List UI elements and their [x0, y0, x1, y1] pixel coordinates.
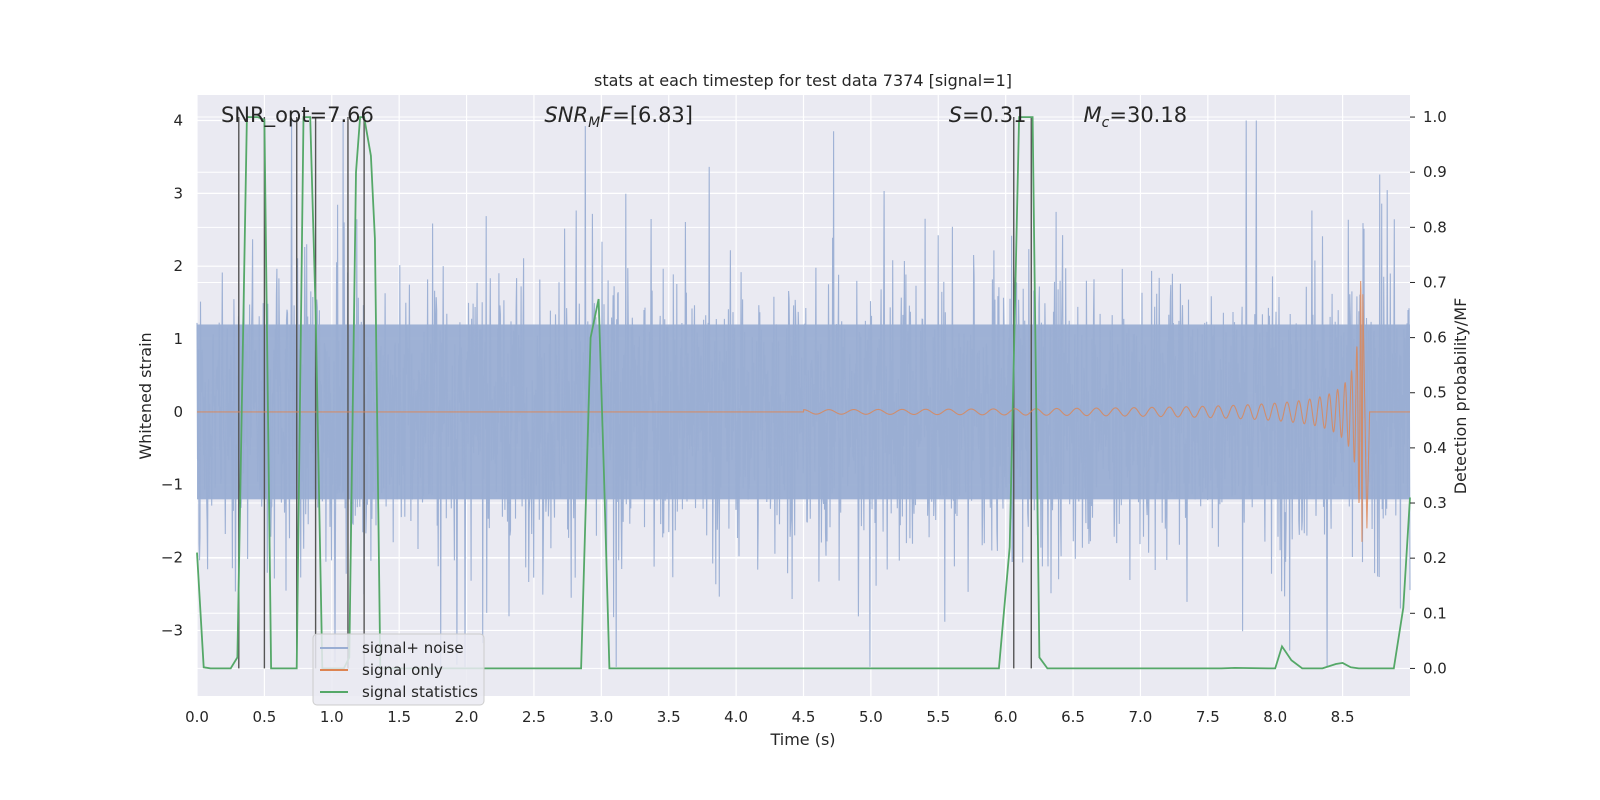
right-y-tick-label: 0.2 — [1423, 549, 1447, 567]
x-tick-label: 8.0 — [1263, 708, 1287, 726]
left-y-tick-label: 1 — [173, 330, 183, 348]
signal-only-series — [197, 280, 1410, 542]
x-tick-label: 3.5 — [657, 708, 681, 726]
annotation-chirp-mass: Mc=30.18 — [1084, 103, 1188, 131]
right-y-tick-label: 0.9 — [1423, 163, 1447, 181]
annotations: SNR_opt=7.66 SNRMF=[6.83] S=0.31 Mc=30.18 — [221, 103, 1187, 131]
left-y-tick-label: 2 — [173, 257, 183, 275]
x-tick-label: 1.5 — [387, 708, 411, 726]
x-tick-label: 5.0 — [859, 708, 883, 726]
x-tick-label: 6.5 — [1061, 708, 1085, 726]
right-y-tick-label: 0.6 — [1423, 329, 1447, 347]
left-y-tick-label: 4 — [173, 111, 183, 129]
x-tick-label: 0.0 — [185, 708, 209, 726]
left-y-tick-label: 3 — [173, 184, 183, 202]
right-y-tick-label: 0.5 — [1423, 384, 1447, 402]
signal-statistics-series — [196, 116, 1411, 670]
signal-noise-line — [196, 120, 1411, 667]
right-y-tick-label: 0.3 — [1423, 494, 1447, 512]
right-y-tick-label: 0.4 — [1423, 439, 1447, 457]
x-tick-label: 8.5 — [1331, 708, 1355, 726]
left-y-tick-label: 0 — [173, 403, 183, 421]
annotation-s-stat: S=0.31 — [949, 103, 1027, 127]
x-tick-label: 6.0 — [994, 708, 1018, 726]
x-tick-label: 4.0 — [724, 708, 748, 726]
chart-title: stats at each timestep for test data 737… — [594, 71, 1012, 90]
left-y-tick-label: −3 — [161, 621, 183, 639]
legend-label-noise: signal+ noise — [362, 639, 464, 657]
left-y-axis-ticks: −3 −2 −1 0 1 2 3 4 — [161, 111, 183, 639]
annotation-snr-mf: SNRMF=[6.83] — [544, 103, 693, 131]
left-y-axis-label: Whitened strain — [136, 332, 155, 459]
x-tick-label: 3.0 — [589, 708, 613, 726]
left-y-tick-label: −1 — [161, 476, 183, 494]
x-tick-label: 0.5 — [252, 708, 276, 726]
x-tick-label: 1.0 — [320, 708, 344, 726]
legend-label-statistics: signal statistics — [362, 683, 478, 701]
x-axis-label: Time (s) — [769, 730, 835, 749]
right-y-axis-ticks: 0.0 0.1 0.2 0.3 0.4 0.5 0.6 0.7 0.8 0.9 1.0 — [1410, 108, 1447, 677]
right-y-tick-label: 0.7 — [1423, 273, 1447, 291]
legend-label-signal: signal only — [362, 661, 443, 679]
signal-only-line — [197, 280, 1410, 542]
x-tick-label: 2.0 — [455, 708, 479, 726]
annotation-snr-opt: SNR_opt=7.66 — [221, 103, 374, 128]
x-tick-label: 7.5 — [1196, 708, 1220, 726]
signal-statistics-line — [196, 116, 1411, 670]
x-tick-label: 4.5 — [792, 708, 816, 726]
right-y-axis-label: Detection probability/MF — [1451, 298, 1470, 495]
legend-box — [312, 633, 485, 706]
left-y-tick-label: −2 — [161, 549, 183, 567]
right-y-tick-label: 0.8 — [1423, 218, 1447, 236]
right-y-tick-label: 0.1 — [1423, 604, 1447, 622]
x-tick-label: 2.5 — [522, 708, 546, 726]
legend: signal+ noise signal only signal statist… — [312, 633, 485, 706]
right-y-tick-label: 0.0 — [1423, 659, 1447, 677]
x-axis-ticks: 0.0 0.5 1.0 1.5 2.0 2.5 3.0 3.5 4.0 4.5 5.0 5.5 6.0 6… — [185, 708, 1354, 726]
x-tick-label: 7.0 — [1129, 708, 1153, 726]
x-tick-label: 5.5 — [926, 708, 950, 726]
right-y-tick-label: 1.0 — [1423, 108, 1447, 126]
